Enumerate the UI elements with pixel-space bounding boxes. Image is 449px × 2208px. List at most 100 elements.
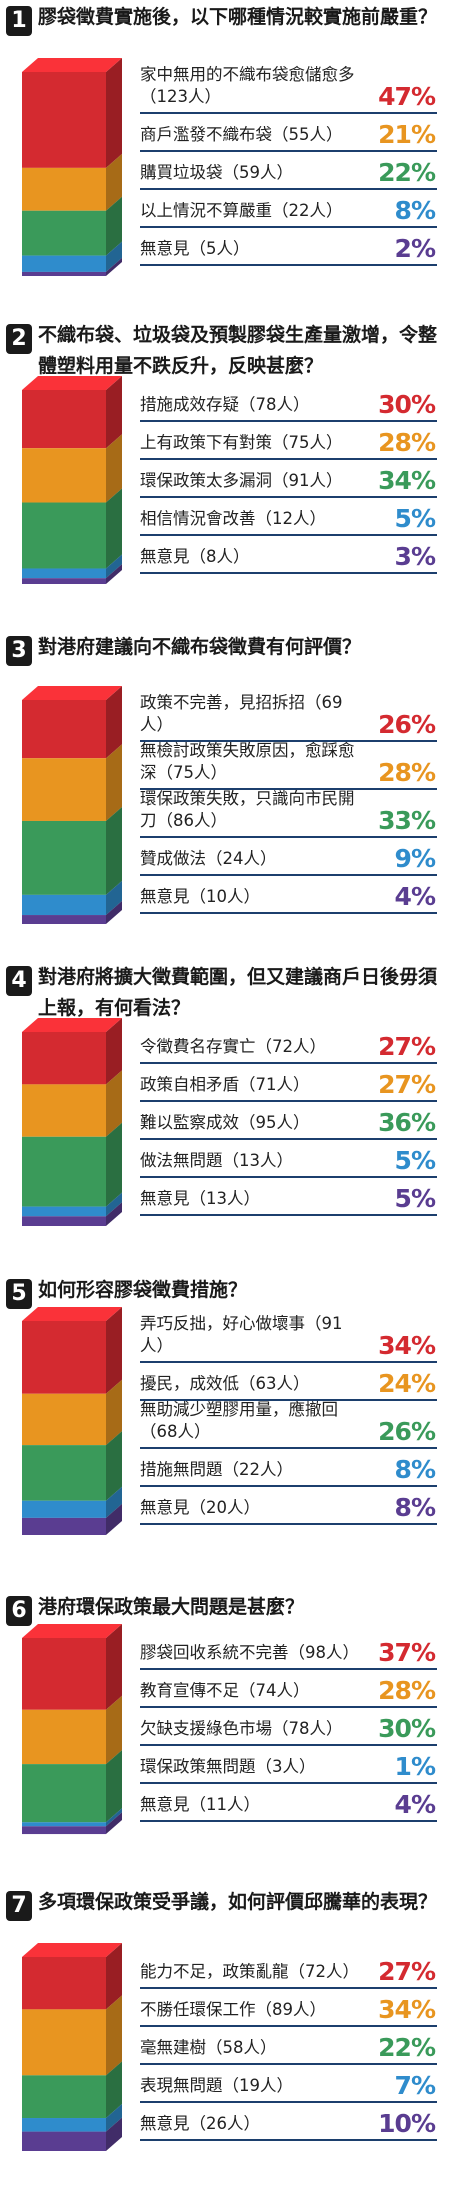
question-number: 2: [11, 326, 27, 351]
stack-segment: [22, 1517, 106, 1535]
answer-label: 做法無問題（13人）: [140, 1151, 293, 1170]
stack-segment: [22, 1084, 106, 1137]
answer-row: 措施成效存疑（78人） 30%: [140, 384, 437, 422]
question-header: 7 多項環保政策受爭議，如何評價邱騰華的表現？: [2, 1885, 447, 1949]
answer-row: 政策自相矛盾（71人） 27%: [140, 1064, 437, 1102]
question-header: 3 對港府建議向不織布袋徵費有何評價？: [2, 630, 447, 694]
answer-percentage: 8%: [394, 1455, 436, 1484]
answer-percentage: 8%: [394, 1493, 436, 1522]
answer-row: 欠缺支援綠色市場（78人） 30%: [140, 1708, 437, 1746]
answer-row: 家中無用的不織布袋愈儲愈多（123人） 47%: [140, 65, 437, 114]
stack-segment-side: [106, 880, 122, 916]
stack-segment-side: [106, 1808, 122, 1827]
answer-row: 無意見（5人） 2%: [140, 228, 437, 266]
stack-segment: [22, 1136, 106, 1207]
stack-segment-side: [106, 1379, 122, 1446]
answer-row: 商戶濫發不織布袋（55人） 21%: [140, 114, 437, 152]
stacked-column-3d: [22, 1624, 122, 1835]
answer-row: 做法無問題（13人） 5%: [140, 1140, 437, 1178]
answer-row: 不勝任環保工作（89人） 34%: [140, 1989, 437, 2027]
question-number: 7: [11, 1893, 27, 1918]
answer-label: 無意見（11人）: [140, 1795, 260, 1814]
stack-segment: [22, 1709, 106, 1765]
stack-segment: [22, 210, 106, 256]
stack-segment-side: [106, 554, 122, 579]
stack-segment: [22, 72, 106, 168]
answer-label: 擾民，成效低（63人）: [140, 1374, 310, 1393]
stack-segment-side: [106, 1070, 122, 1137]
answer-percentage: 8%: [394, 196, 436, 225]
question-number: 6: [11, 1598, 27, 1623]
answer-row: 毫無建樹（58人） 22%: [140, 2027, 437, 2065]
answer-row: 政策不完善，見招拆招（69人） 26%: [140, 693, 437, 742]
answer-row: 令徵費名存實亡（72人） 27%: [140, 1026, 437, 1064]
answer-percentage: 27%: [378, 1070, 436, 1099]
answer-row: 無助減少塑膠用量，應撤回（68人） 26%: [140, 1400, 437, 1449]
answer-row: 膠袋回收系統不完善（98人） 37%: [140, 1632, 437, 1670]
answer-row: 弄巧反拙，好心做壞事（91人） 34%: [140, 1314, 437, 1363]
stack-segment-side: [106, 901, 122, 924]
answer-percentage: 26%: [378, 1417, 436, 1446]
answer-percentage: 3%: [394, 542, 436, 571]
answer-label: 無意見（13人）: [140, 1189, 260, 1208]
answer-row: 以上情況不算嚴重（22人） 8%: [140, 190, 437, 228]
stack-segment-side: [106, 2104, 122, 2132]
question-number-badge: 7: [6, 1891, 32, 1921]
answer-percentage: 33%: [378, 806, 436, 835]
answer-label: 欠缺支援綠色市場（78人）: [140, 1719, 343, 1738]
question-header: 1 膠袋徵費實施後，以下哪種情況較實施前嚴重？: [2, 0, 447, 64]
answer-row: 無意見（20人） 8%: [140, 1487, 437, 1525]
stack-top-face: [22, 1307, 122, 1321]
question-title: 多項環保政策受爭議，如何評價邱騰華的表現？: [38, 1891, 438, 1913]
answer-label: 表現無問題（19人）: [140, 2076, 293, 2095]
answer-label: 商戶濫發不織布袋（55人）: [140, 125, 343, 144]
stack-segment-side: [106, 744, 122, 821]
question-section-6: 6 港府環保政策最大問題是甚麼？ 膠袋回收系統不完善（98人） 37% 教育宣傳不足（7…: [0, 1590, 449, 1842]
question-title: 膠袋徵費實施後，以下哪種情況較實施前嚴重？: [38, 6, 438, 28]
answer-row: 擾民，成效低（63人） 24%: [140, 1363, 437, 1401]
stack-segment-side: [106, 257, 122, 276]
stack-segment-side: [106, 58, 122, 168]
stack-segment-side: [106, 2117, 122, 2151]
answer-label: 環保政策失敗，只識向市民開刀（86人）: [140, 789, 355, 830]
stack-segment: [22, 578, 106, 584]
answer-percentage: 2%: [394, 234, 436, 263]
answer-label: 上有政策下有對策（75人）: [140, 433, 343, 452]
stack-segment: [22, 1445, 106, 1501]
answer-percentage: 28%: [378, 758, 436, 787]
stack-segment: [22, 915, 106, 924]
answer-label: 弄巧反拙，好心做壞事（91人）: [140, 1314, 343, 1355]
stacked-column-3d: [22, 686, 122, 924]
answer-row: 環保政策太多漏洞（91人） 34%: [140, 460, 437, 498]
stack-top-face: [22, 1018, 122, 1032]
stack-segment: [22, 1822, 106, 1827]
stack-segment: [22, 1764, 106, 1823]
answer-percentage: 1%: [394, 1752, 436, 1781]
stack-segment: [22, 1826, 106, 1835]
answer-percentage: 26%: [378, 710, 436, 739]
answer-row: 無意見（13人） 5%: [140, 1178, 437, 1216]
answer-label: 政策自相矛盾（71人）: [140, 1075, 310, 1094]
answer-label: 無意見（5人）: [140, 239, 250, 258]
question-number: 3: [11, 638, 27, 663]
question-section-1: 1 膠袋徵費實施後，以下哪種情況較實施前嚴重？ 家中無用的不織布袋愈儲愈多（123人…: [0, 0, 449, 286]
answer-percentage: 47%: [378, 82, 436, 111]
answer-row: 無意見（11人） 4%: [140, 1784, 437, 1822]
answer-percentage: 27%: [378, 1032, 436, 1061]
stack-segment-side: [106, 1486, 122, 1518]
stack-segment-side: [106, 488, 122, 569]
stack-segment-side: [106, 1695, 122, 1765]
answer-row: 贊成做法（24人） 9%: [140, 838, 437, 876]
answer-label: 環保政策太多漏洞（91人）: [140, 471, 343, 490]
question-number-badge: 2: [6, 324, 32, 354]
question-section-3: 3 對港府建議向不織布袋徵費有何評價？ 政策不完善，見招拆招（69人） 26% 無檢討政…: [0, 630, 449, 934]
answer-percentage: 22%: [378, 2033, 436, 2062]
answer-label: 令徵費名存實亡（72人）: [140, 1037, 326, 1056]
stack-segment-side: [106, 1995, 122, 2076]
stack-segment-side: [106, 1122, 122, 1207]
stack-segment-side: [106, 1431, 122, 1501]
question-header: 2 不織布袋、垃圾袋及預製膠袋生產量激增，令整體塑料用量不跌反升，反映甚麼？: [2, 318, 447, 382]
question-section-4: 4 對港府將擴大徵費範圍，但又建議商戶日後毋須上報，有何看法？ 令徵費名存實亡（72…: [0, 960, 449, 1236]
stack-segment: [22, 1638, 106, 1710]
stack-top-face: [22, 58, 122, 72]
